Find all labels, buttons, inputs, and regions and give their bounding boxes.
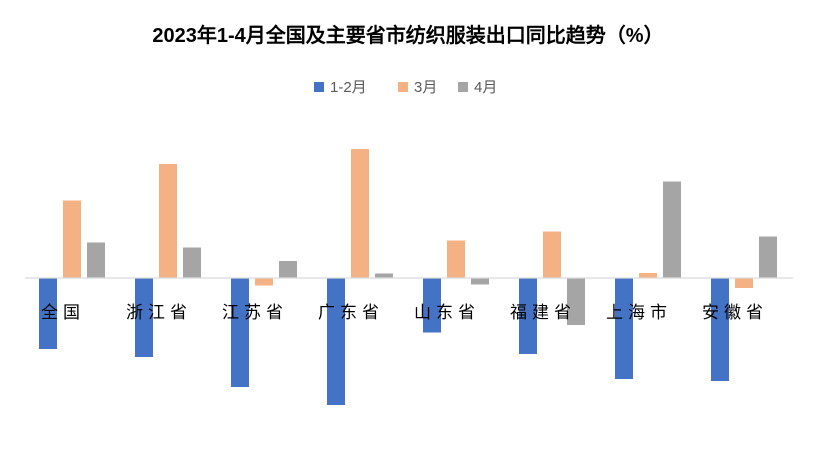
bar-3月-福建省 [543,231,561,278]
bar-4月-浙江省 [183,247,201,278]
bar-1-2月-江苏省 [231,278,249,387]
bar-4月-安徽省 [759,236,777,278]
category-label: 全国 [41,303,85,323]
bar-1-2月-上海市 [615,278,633,379]
category-label: 安徽省 [702,303,768,323]
bar-3月-江苏省 [255,278,273,286]
bar-4月-上海市 [663,181,681,278]
category-label: 上海市 [606,303,672,323]
bar-1-2月-安徽省 [711,278,729,381]
bar-1-2月-广东省 [327,278,345,405]
legend-label-4: 4月 [474,79,497,96]
bar-1-2月-全国 [39,278,57,349]
category-label: 广东省 [318,303,384,323]
bar-4月-广东省 [375,273,393,278]
legend-swatch-3 [398,82,408,92]
legend-swatch-1-2 [314,82,324,92]
legend-label-1-2: 1-2月 [330,79,367,96]
category-label: 福建省 [510,303,576,323]
bar-1-2月-山东省 [423,278,441,333]
bars-layer [39,149,777,405]
bar-3月-上海市 [639,273,657,278]
category-label: 浙江省 [126,303,192,323]
bar-4月-江苏省 [279,261,297,278]
bar-3月-广东省 [351,149,369,278]
category-label: 江苏省 [222,303,288,323]
bar-1-2月-浙江省 [135,278,153,357]
category-labels: 全国 浙江省 江苏省 广东省 山东省 福建省 上海市 安徽省 [41,303,768,323]
bar-4月-福建省 [567,278,585,325]
legend-label-3: 3月 [414,79,437,96]
bar-3月-安徽省 [735,278,753,288]
legend-swatch-4 [458,82,468,92]
bar-3月-全国 [63,200,81,278]
category-label: 山东省 [414,303,480,323]
bar-1-2月-福建省 [519,278,537,354]
bar-4月-全国 [87,242,105,278]
bar-4月-山东省 [471,278,489,285]
bar-3月-山东省 [447,240,465,278]
legend: 1-2月 3月 4月 [314,79,497,96]
bar-3月-浙江省 [159,164,177,278]
chart-title: 2023年1-4月全国及主要省市纺织服装出口同比趋势（%） [152,23,663,47]
